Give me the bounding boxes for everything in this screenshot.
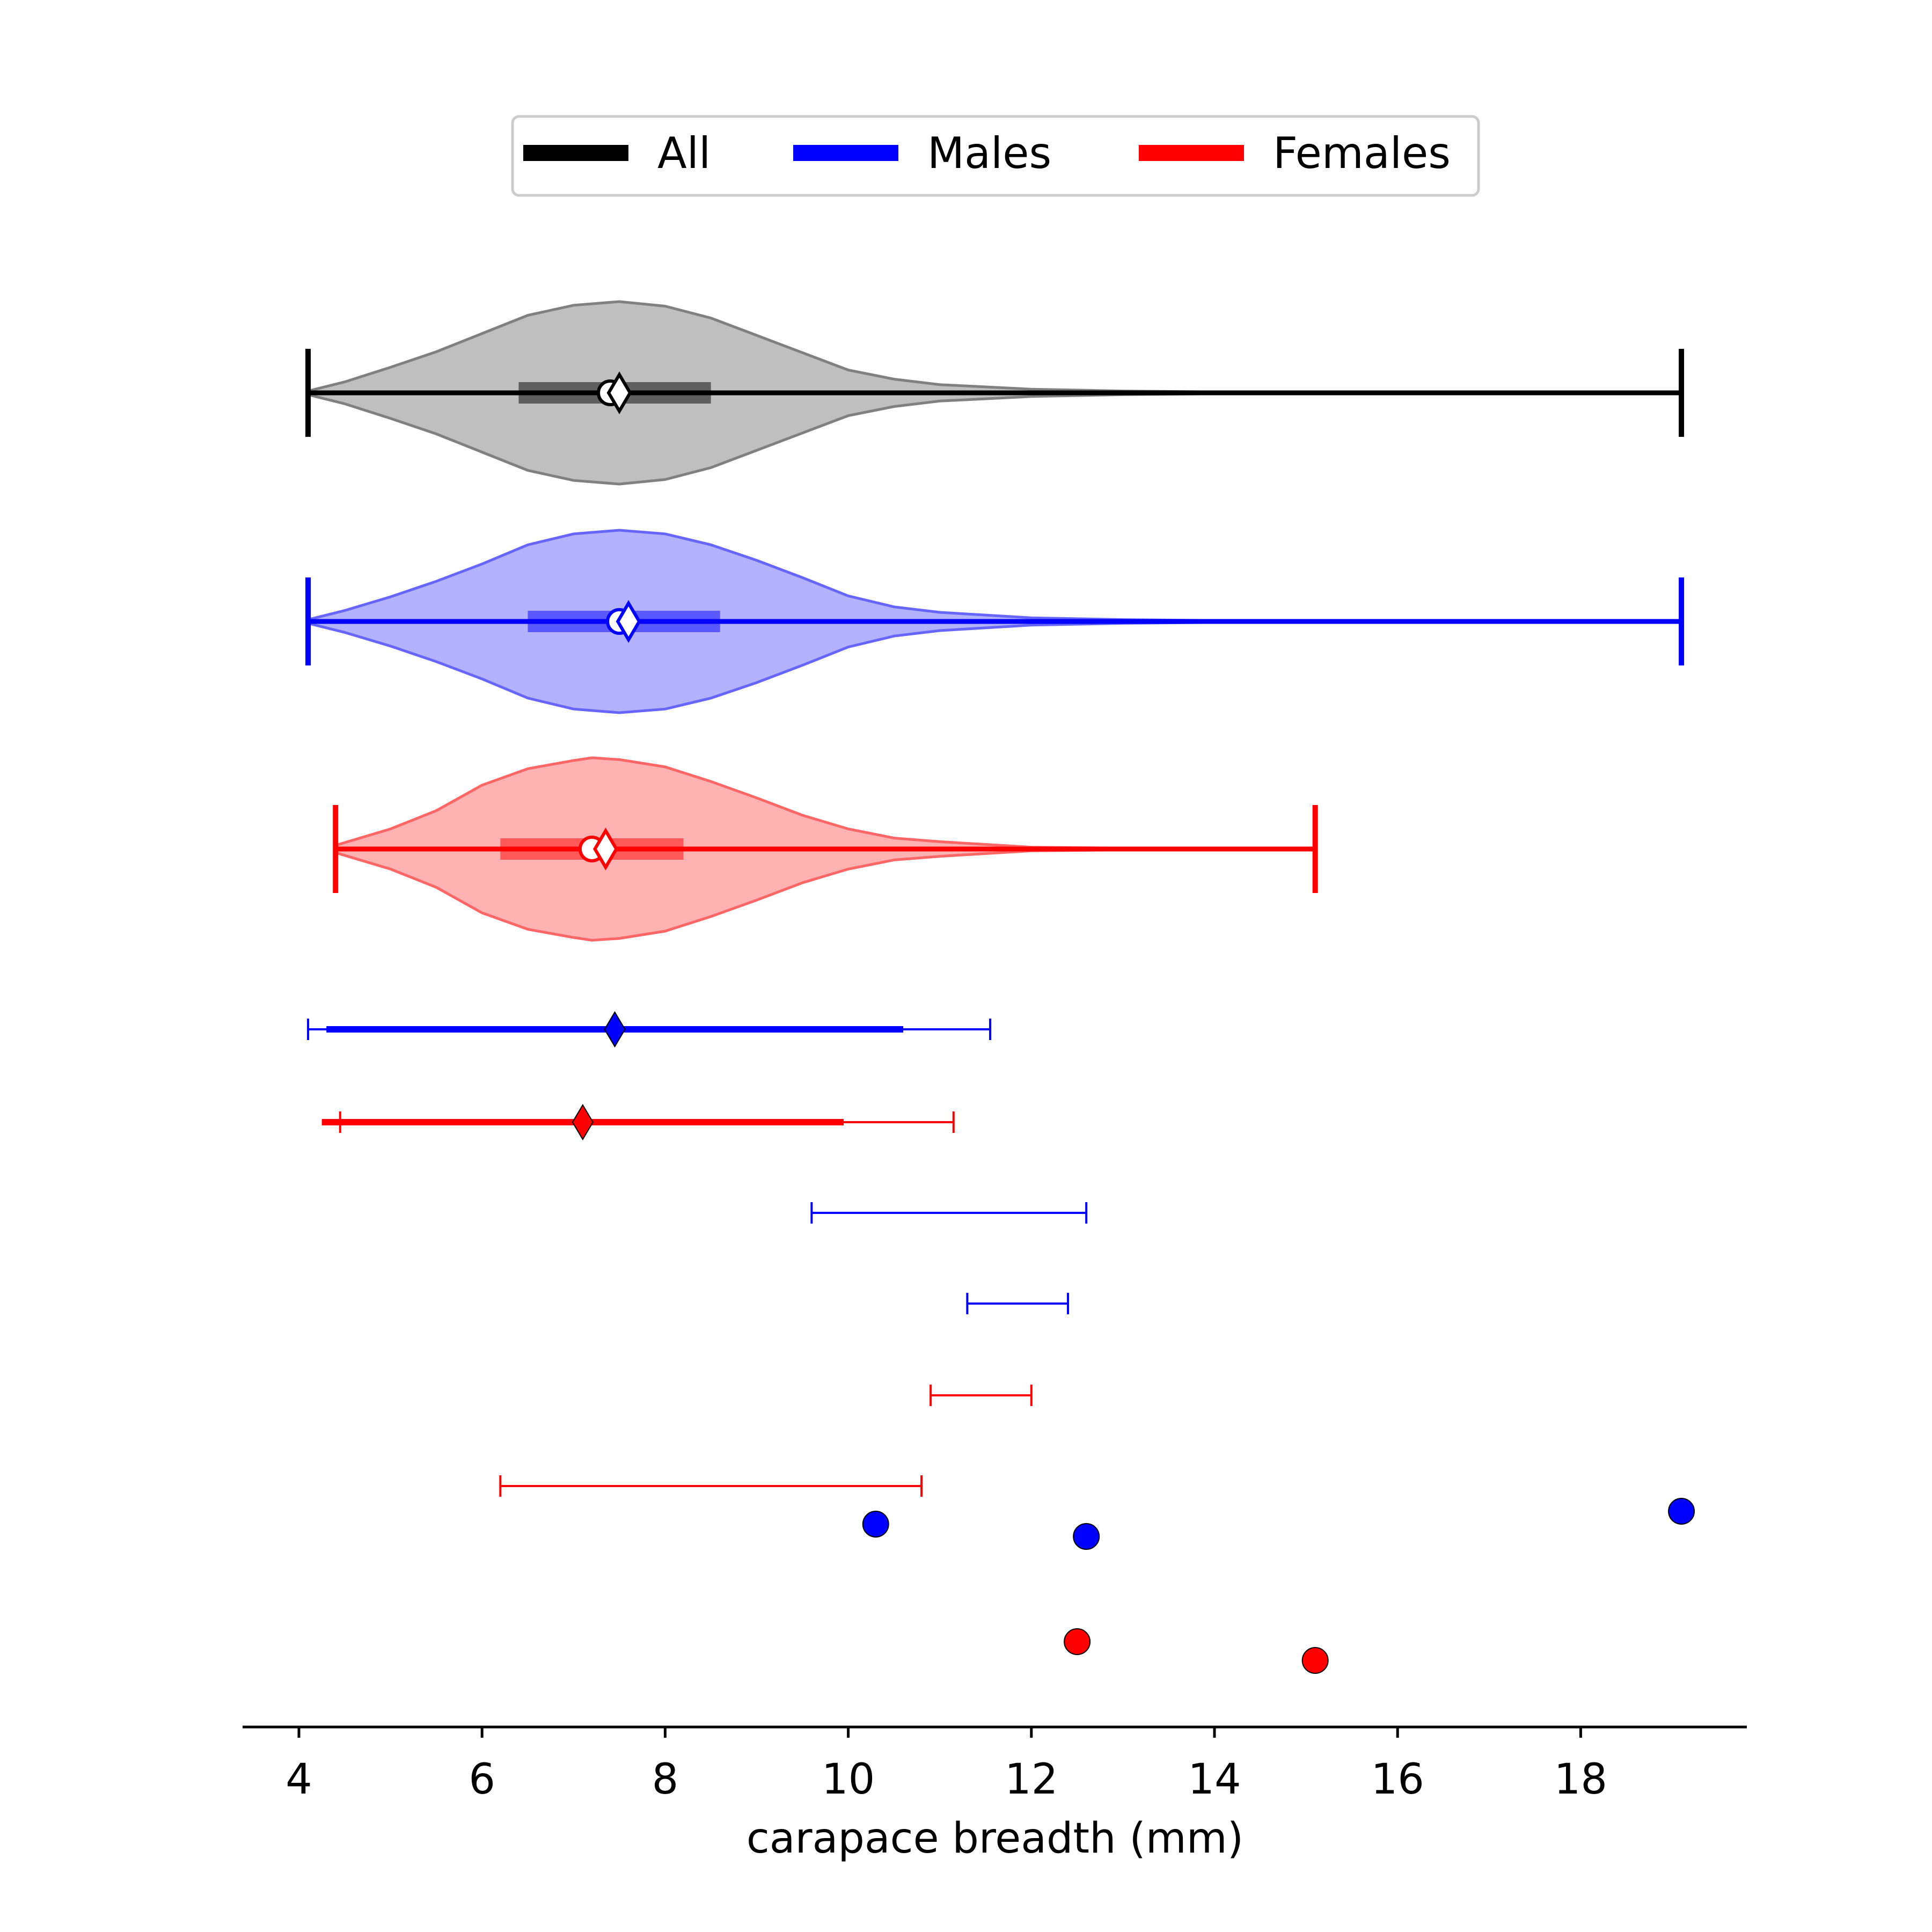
violin-mean-all: [606, 371, 632, 414]
violins-layer: [305, 300, 1685, 942]
x-tick-label-16: 16: [1371, 1755, 1424, 1804]
intervals-layer: [307, 1011, 992, 1140]
x-axis: 4 6 8 10 12 14 16 18 carapace breadth (mm): [243, 1725, 1747, 1863]
x-tick-label-10: 10: [822, 1755, 875, 1804]
x-tick-label-8: 8: [652, 1755, 679, 1804]
point-females-4: [1301, 1647, 1329, 1674]
x-tick-label-12: 12: [1005, 1755, 1058, 1804]
x-tick-label-4: 4: [286, 1755, 312, 1804]
x-tick-label-18: 18: [1554, 1755, 1607, 1804]
x-tick-label-14: 14: [1188, 1755, 1241, 1804]
legend: All Males Females: [511, 115, 1480, 197]
ranges-layer: [499, 1202, 1088, 1497]
point-females-3: [1064, 1628, 1091, 1655]
x-axis-ticks: 4 6 8 10 12 14 16 18: [286, 1727, 1607, 1804]
points-layer: [862, 1498, 1695, 1674]
legend-items: All Males Females: [523, 128, 1451, 178]
point-males-0: [862, 1511, 889, 1538]
point-males-1: [1073, 1523, 1100, 1550]
point-males-2: [1668, 1498, 1695, 1525]
interval-center-males: [604, 1011, 626, 1048]
violin-mean-males: [616, 600, 641, 643]
violin-mean-females: [593, 828, 618, 870]
legend-label-all: All: [657, 128, 711, 178]
interval-center-females: [572, 1104, 594, 1140]
x-tick-label-6: 6: [469, 1755, 495, 1804]
legend-label-females: Females: [1273, 128, 1451, 178]
x-axis-label: carapace breadth (mm): [747, 1814, 1243, 1863]
legend-frame: [511, 115, 1480, 197]
legend-label-males: Males: [927, 128, 1051, 178]
